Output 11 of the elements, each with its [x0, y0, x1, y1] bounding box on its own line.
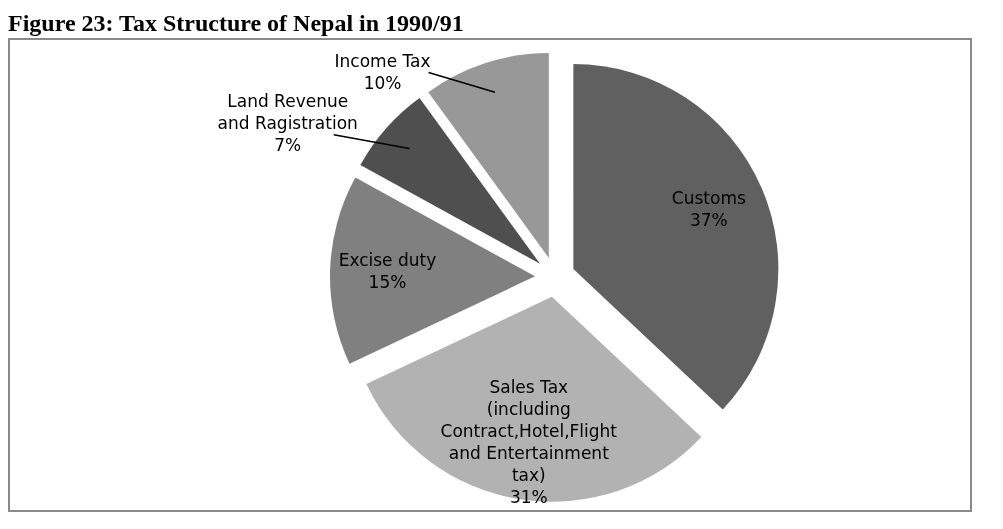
slice-label: Customs	[671, 188, 746, 209]
data-label: 15%	[368, 271, 407, 292]
slice-label: Income Tax	[334, 50, 431, 71]
slice-label: Land Revenue and Ragistration	[217, 90, 358, 133]
data-label: 37%	[689, 210, 728, 231]
data-label: 10%	[363, 72, 402, 93]
data-label: 7%	[274, 134, 302, 155]
data-label: 31%	[509, 486, 548, 507]
chart-title: Figure 23: Tax Structure of Nepal in 1990/91	[8, 9, 465, 38]
slice-label: Sales Tax (including Contract,Hotel,Flight and Entertainment tax)	[440, 376, 618, 485]
slice-label: Excise duty	[338, 249, 437, 270]
